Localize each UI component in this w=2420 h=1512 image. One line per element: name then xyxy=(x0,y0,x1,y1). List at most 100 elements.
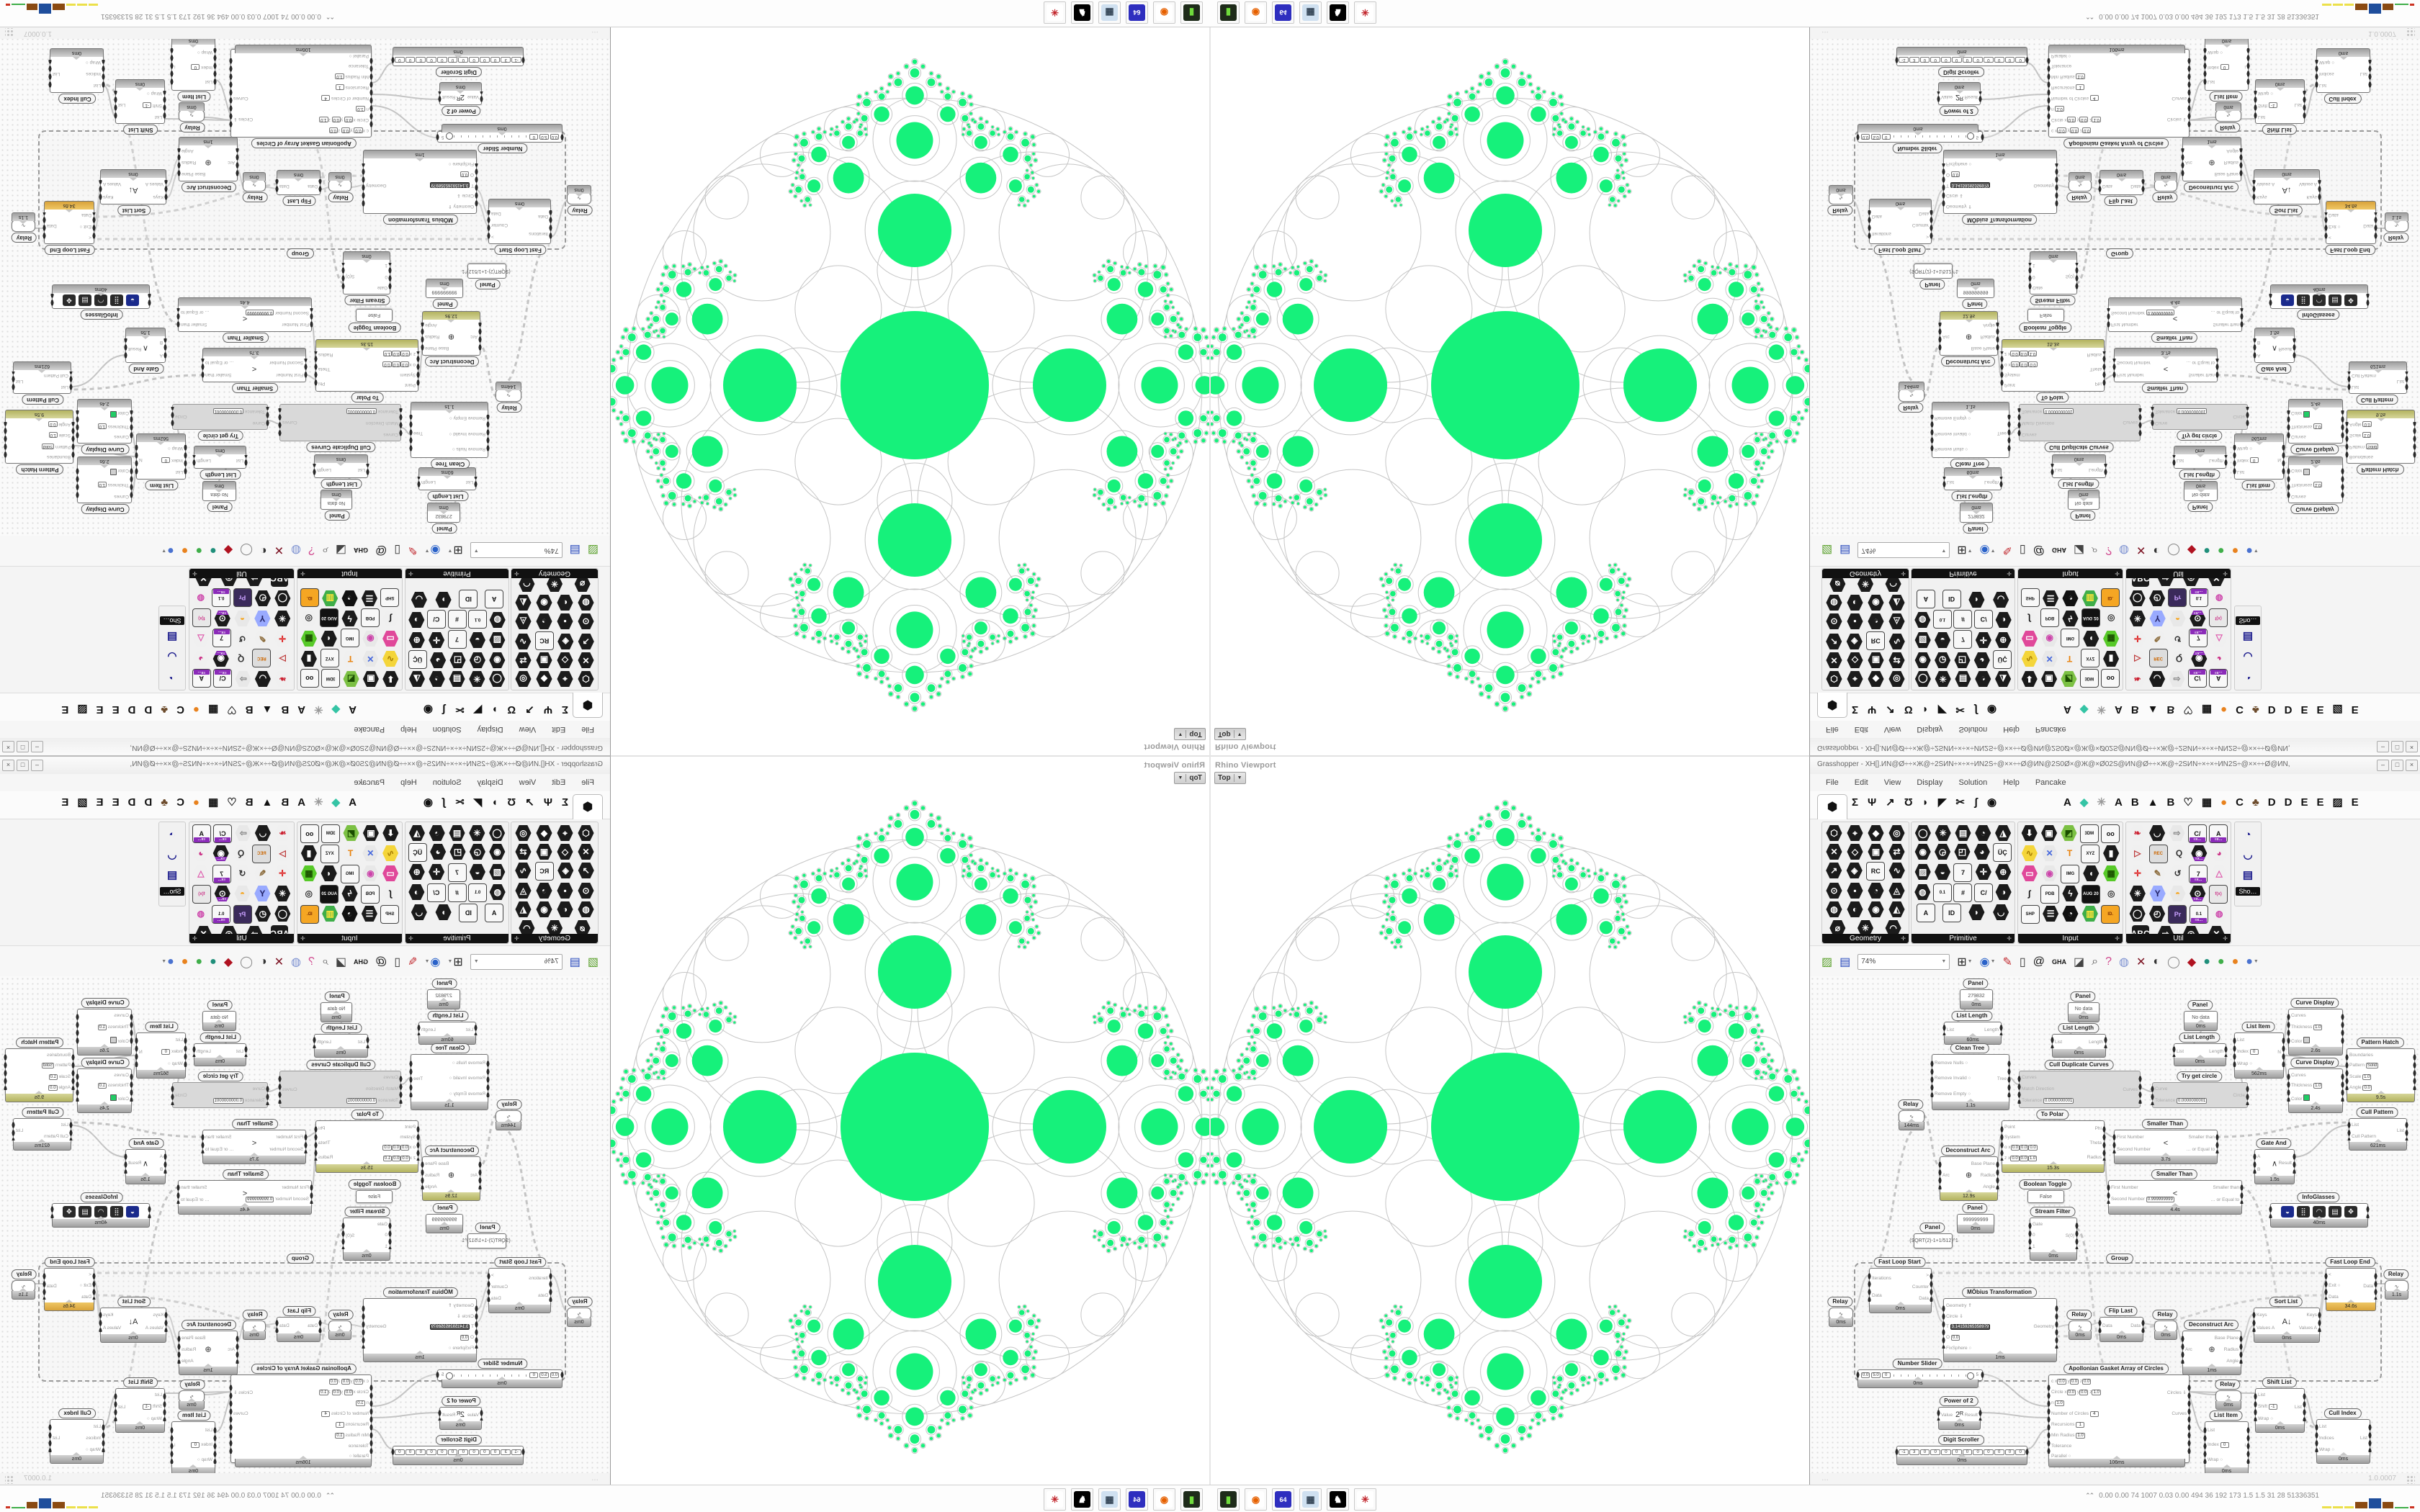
component-icon-input-11[interactable]: ◉ xyxy=(2041,630,2058,647)
component-icon-util-6[interactable]: REC xyxy=(252,845,272,863)
tab-category-5[interactable]: ◤ xyxy=(1937,796,1947,809)
tab-category-4[interactable]: ◗ xyxy=(491,796,498,809)
component-icon-geometry-7[interactable]: ⇄ xyxy=(515,652,532,669)
component-icon-util-1[interactable]: ◡ xyxy=(254,824,272,842)
component-icon-primitive-23[interactable]: ◡ xyxy=(1993,904,2009,921)
component-icon-geometry-10[interactable]: RC xyxy=(534,862,554,881)
component-icon-geometry-6[interactable]: ▣ xyxy=(536,843,553,860)
tab-plugin-6[interactable]: B xyxy=(245,703,254,716)
component-icon-util-0[interactable]: ❧ xyxy=(2129,824,2146,842)
component-icon-primitive-5[interactable]: ◉ xyxy=(1914,843,1931,860)
component-icon-geometry-9[interactable]: ◈ xyxy=(557,633,574,650)
tab-plugin-11[interactable]: ♣ xyxy=(2251,796,2259,809)
component-icon-input-14[interactable]: ▦ xyxy=(2102,630,2120,647)
tab-category-0[interactable]: Σ xyxy=(561,703,568,716)
tab-plugin-4[interactable]: B xyxy=(281,796,290,809)
component-icon-primitive-5[interactable]: ◉ xyxy=(1914,652,1932,669)
tab-params[interactable]: ⬢ xyxy=(573,693,603,718)
component-icon-util-10[interactable]: ✛ xyxy=(2129,630,2146,647)
gem-button[interactable]: ◆ xyxy=(2187,955,2197,968)
tab-params[interactable]: ⬢ xyxy=(1817,794,1847,819)
component-icon-primitive-6[interactable]: ◶ xyxy=(469,843,486,860)
component-icon-primitive-13[interactable]: ✛ xyxy=(1975,631,1992,649)
component-icon-util-11[interactable]: ✎ xyxy=(254,630,271,647)
gha-button[interactable]: GHA xyxy=(354,958,369,966)
component-icon-util-18[interactable]: ⊙ xyxy=(214,885,231,902)
component-icon-input-9[interactable]: ▮ xyxy=(2102,650,2120,667)
component-icon-input-9[interactable]: ▮ xyxy=(2103,845,2120,862)
tab-category-0[interactable]: Σ xyxy=(561,796,568,809)
component-icon-input-19[interactable]: ◎ xyxy=(300,610,318,627)
component-icon-input-13[interactable]: ◖ xyxy=(321,630,338,647)
component-icon-geometry-1[interactable]: ⌖ xyxy=(1847,824,1863,842)
component-icon-input-16[interactable]: PDB xyxy=(2040,885,2060,904)
palette-label-input[interactable]: Input ✛ xyxy=(2018,934,2123,943)
canvas-flag-button[interactable]: ◪ xyxy=(2073,544,2085,557)
component-icon-input-18[interactable]: AUG 20 xyxy=(320,608,339,627)
tab-plugin-3[interactable]: A xyxy=(297,703,306,716)
tab-plugin-11[interactable]: ♣ xyxy=(2251,703,2259,716)
component-icon-util-21[interactable]: ◴ xyxy=(254,590,272,607)
component-icon-input-12[interactable]: IMG xyxy=(340,865,359,883)
component-icon-input-16[interactable]: PDB xyxy=(360,885,380,904)
balloon-teal-button[interactable]: ● xyxy=(2203,544,2210,557)
calculator-icon[interactable]: ▦ xyxy=(1299,1,1322,24)
component-icon-util-4[interactable]: A xyxy=(192,824,211,843)
grasshopper-title-bar[interactable]: Grasshopper - XH[].ИN@Ø÷÷×Ж@÷2SИN÷×÷×÷ИN… xyxy=(0,757,610,775)
weave-button[interactable]: ✕ xyxy=(2136,544,2146,557)
component-icon-primitive-19[interactable]: ◑ xyxy=(408,883,425,901)
cat-app-icon[interactable]: ♞ xyxy=(1071,1488,1093,1511)
tab-plugin-17[interactable]: E xyxy=(61,703,69,716)
bulb-button[interactable]: ◍ xyxy=(291,544,302,557)
gha-button[interactable]: GHA xyxy=(2051,958,2066,966)
tab-category-7[interactable]: ʃ xyxy=(1973,703,1978,716)
component-icon-geometry-3[interactable]: ◎ xyxy=(1888,670,1906,688)
tab-category-1[interactable]: Ψ xyxy=(1868,703,1877,716)
component-icon-geometry-12[interactable]: ⊙ xyxy=(578,882,595,899)
cat-app-icon[interactable]: ♞ xyxy=(1327,1488,1349,1511)
component-icon-input-2[interactable]: ◩ xyxy=(343,670,360,688)
tab-plugin-5[interactable]: ▲ xyxy=(2147,703,2159,716)
component-icon-util-24[interactable]: ◍ xyxy=(2211,905,2228,922)
tab-category-0[interactable]: Σ xyxy=(1852,796,1859,809)
palette-label-geometry[interactable]: Geometry ✛ xyxy=(1822,569,1909,578)
component-icon-primitive-21[interactable]: ID xyxy=(459,904,478,922)
component-icon-primitive-17[interactable]: # xyxy=(1953,883,1973,902)
component-icon-geometry-12[interactable]: ⊙ xyxy=(1826,613,1843,630)
component-icon-input-8[interactable]: XYZ xyxy=(320,649,339,667)
balloon-green-button[interactable]: ● xyxy=(195,544,203,557)
component-icon-geometry-15[interactable]: ◬ xyxy=(515,613,532,630)
tab-plugin-12[interactable]: D xyxy=(144,796,153,809)
palette-label-primitive[interactable]: Primitive ✛ xyxy=(1912,934,2015,943)
component-icon-input-2[interactable]: ◩ xyxy=(2061,824,2077,842)
tab-plugin-6[interactable]: B xyxy=(2166,796,2175,809)
projector-icon[interactable]: ▤ xyxy=(166,631,178,643)
component-icon-geometry-11[interactable]: ∿ xyxy=(514,862,532,879)
goggles2-icon[interactable]: ◡ xyxy=(2243,849,2253,861)
component-icon-util-17[interactable]: ◓ xyxy=(234,885,251,902)
component-icon-geometry-5[interactable]: ◇ xyxy=(1847,652,1864,669)
grasshopper-canvas[interactable]: Group Panel 279832 0ms List Length List Length… xyxy=(0,39,610,536)
find-button[interactable]: ⌕ xyxy=(2092,955,2099,968)
menu-edit[interactable]: Edit xyxy=(1854,778,1868,787)
component-icon-input-24[interactable]: ID. xyxy=(2101,905,2120,924)
component-icon-util-13[interactable]: 7 xyxy=(212,865,231,883)
menu-help[interactable]: Help xyxy=(2003,778,2020,787)
tab-category-0[interactable]: Σ xyxy=(1852,703,1859,716)
component-icon-util-9[interactable]: ◕ xyxy=(2211,845,2228,862)
weave-button[interactable]: ✕ xyxy=(274,955,284,968)
terminal-app-icon[interactable]: ▮ xyxy=(1217,1488,1240,1511)
canvas-zoom-select[interactable]: 74% ▼ xyxy=(1857,542,1950,559)
balloon-green-button[interactable]: ● xyxy=(195,955,203,968)
component-icon-primitive-11[interactable]: ◒ xyxy=(1935,863,1951,881)
component-icon-input-10[interactable]: ▭ xyxy=(2021,865,2038,882)
component-icon-input-11[interactable]: ◉ xyxy=(362,630,379,647)
tab-category-5[interactable]: ◤ xyxy=(473,796,483,809)
component-icon-input-23[interactable]: ▥ xyxy=(321,590,339,607)
component-icon-input-23[interactable]: ▥ xyxy=(2081,590,2099,607)
goggles-icon[interactable]: ◔ xyxy=(2244,671,2251,684)
tab-plugin-15[interactable]: E xyxy=(2316,796,2324,809)
calculator-icon[interactable]: ▦ xyxy=(1098,1,1121,24)
component-icon-util-12[interactable]: ↺ xyxy=(234,630,251,647)
component-icon-input-21[interactable]: ☰ xyxy=(2043,905,2059,922)
